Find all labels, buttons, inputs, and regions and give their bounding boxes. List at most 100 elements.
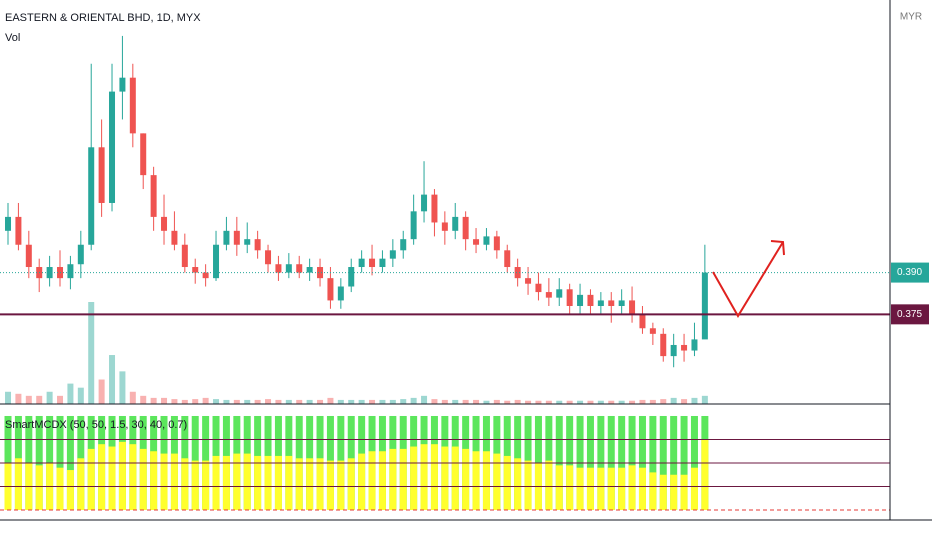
- indicator-bar: [680, 474, 688, 510]
- indicator-bar: [233, 453, 241, 510]
- indicator-bar: [139, 448, 147, 510]
- volume-bar: [556, 400, 563, 404]
- indicator-bar: [493, 453, 501, 510]
- candle-body: [77, 244, 84, 265]
- volume-bar: [77, 387, 84, 404]
- candle-body: [15, 216, 22, 245]
- volume-bar: [639, 399, 646, 404]
- volume-bar: [462, 399, 469, 404]
- indicator-bar: [524, 460, 532, 510]
- candle-body: [140, 133, 147, 176]
- candle-body: [317, 267, 324, 279]
- indicator-bar: [670, 474, 678, 510]
- volume-bar: [348, 399, 355, 404]
- indicator-bar: [451, 446, 459, 510]
- volume-bar: [5, 391, 12, 404]
- indicator-bar: [690, 467, 698, 510]
- indicator-bar: [150, 451, 158, 510]
- indicator-bar: [191, 460, 199, 510]
- candle-body: [649, 328, 656, 334]
- indicator-bar: [576, 467, 584, 510]
- candle-body: [639, 314, 646, 329]
- volume-bar: [701, 395, 708, 404]
- candle-body: [129, 77, 136, 134]
- currency-label: MYR: [900, 12, 922, 23]
- volume-bar: [504, 400, 511, 404]
- candle-body: [306, 267, 313, 273]
- indicator-bar: [649, 472, 657, 510]
- candle-body: [441, 222, 448, 231]
- candle-body: [566, 289, 573, 306]
- indicator-bar: [326, 460, 334, 510]
- volume-bar: [629, 400, 636, 404]
- candle-body: [597, 300, 604, 306]
- candle-body: [556, 289, 563, 298]
- candle-body: [192, 267, 199, 273]
- candle-body: [119, 77, 126, 92]
- indicator-bar: [98, 444, 106, 510]
- indicator-bar: [555, 465, 563, 510]
- volume-bar: [577, 400, 584, 404]
- candle-body: [171, 230, 178, 245]
- indicator-bar: [254, 455, 262, 510]
- candle-body: [483, 236, 490, 245]
- indicator-bar: [56, 467, 64, 510]
- candle-body: [25, 244, 32, 268]
- indicator-bar: [378, 451, 386, 510]
- indicator-bar: [108, 446, 116, 510]
- candle-body: [608, 300, 615, 306]
- indicator-bar: [181, 458, 189, 510]
- candle-body: [400, 239, 407, 251]
- volume-bar: [296, 399, 303, 404]
- candle-body: [109, 91, 116, 203]
- indicator-bar: [202, 460, 210, 510]
- candle-body: [46, 267, 53, 279]
- volume-bar: [473, 399, 480, 404]
- volume-bar: [358, 399, 365, 404]
- volume-bar: [181, 399, 188, 404]
- indicator-bar: [316, 458, 324, 510]
- volume-bar: [254, 399, 261, 404]
- volume-bar: [483, 400, 490, 404]
- volume-bar: [109, 355, 116, 404]
- volume-bar: [140, 395, 147, 404]
- volume-bar: [150, 397, 157, 404]
- indicator-bar: [430, 444, 438, 510]
- indicator-bar: [618, 467, 626, 510]
- indicator-bar: [264, 455, 272, 510]
- volume-bar: [337, 399, 344, 404]
- candle-body: [296, 264, 303, 273]
- volume-bar: [36, 395, 43, 404]
- volume-bar: [98, 379, 105, 404]
- volume-bar: [545, 400, 552, 404]
- indicator-bar: [441, 446, 449, 510]
- candle-body: [701, 272, 708, 340]
- indicator-bar: [472, 451, 480, 510]
- candle-body: [587, 294, 594, 306]
- indicator-title: SmartMCDX (50, 50, 1.5, 30, 40, 0.7): [5, 419, 187, 431]
- volume-bar: [608, 400, 615, 404]
- volume-bar: [670, 397, 677, 404]
- volume-bar: [265, 399, 272, 404]
- candle-body: [410, 211, 417, 240]
- indicator-bar: [14, 458, 22, 510]
- indicator-bar: [586, 467, 594, 510]
- volume-bar: [660, 399, 667, 404]
- volume-bar: [369, 399, 376, 404]
- volume-bar: [421, 395, 428, 404]
- plot: [0, 35, 890, 511]
- candle-body: [285, 264, 292, 273]
- volume-bar: [244, 399, 251, 404]
- indicator-bar: [399, 448, 407, 510]
- indicator-bar: [503, 455, 511, 510]
- volume-bar: [535, 400, 542, 404]
- volume-bar: [431, 399, 438, 404]
- candle-body: [493, 236, 500, 251]
- chart-title: EASTERN & ORIENTAL BHD, 1D, MYX: [5, 12, 201, 24]
- drawn-arrowhead: [770, 240, 785, 256]
- candle-body: [473, 239, 480, 245]
- indicator-bar: [420, 444, 428, 510]
- candle-body: [275, 264, 282, 273]
- candle-body: [421, 194, 428, 212]
